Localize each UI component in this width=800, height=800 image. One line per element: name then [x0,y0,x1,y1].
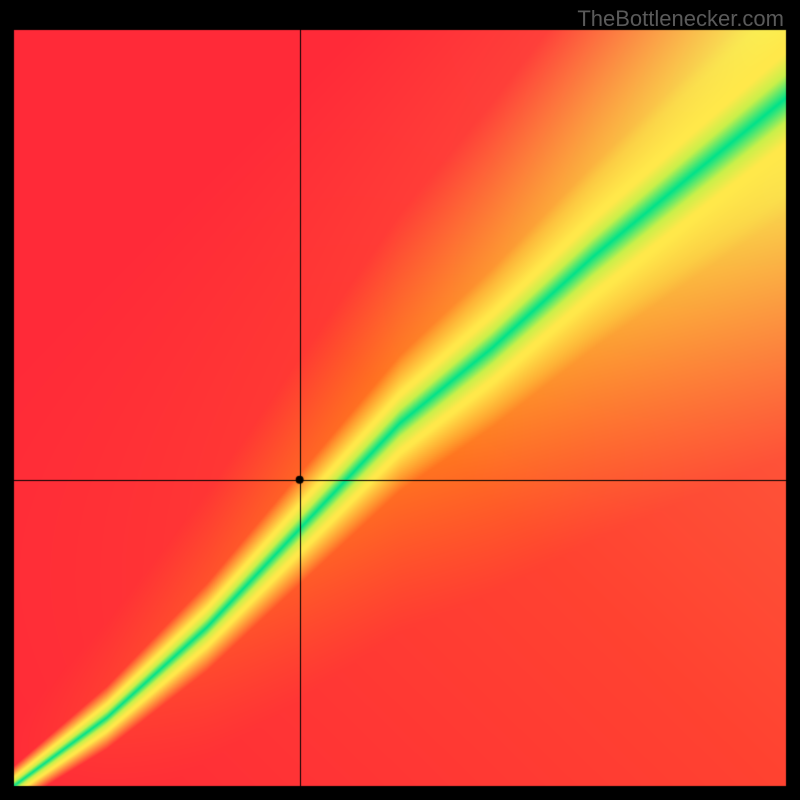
chart-container: TheBottlenecker.com [0,0,800,800]
watermark-text: TheBottlenecker.com [577,6,784,32]
bottleneck-heatmap [0,0,800,800]
